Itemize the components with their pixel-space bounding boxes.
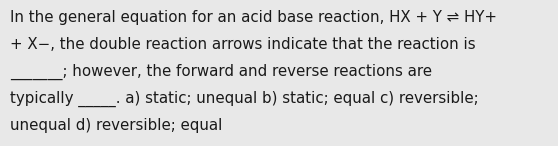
Text: In the general equation for an acid base reaction, HX + Y ⇌ HY+: In the general equation for an acid base…	[10, 10, 497, 25]
Text: + X−, the double reaction arrows indicate that the reaction is: + X−, the double reaction arrows indicat…	[10, 37, 475, 52]
Text: typically _____. a) static; unequal b) static; equal c) reversible;: typically _____. a) static; unequal b) s…	[10, 91, 479, 107]
Text: _______; however, the forward and reverse reactions are: _______; however, the forward and revers…	[10, 64, 432, 80]
Text: unequal d) reversible; equal: unequal d) reversible; equal	[10, 118, 223, 133]
